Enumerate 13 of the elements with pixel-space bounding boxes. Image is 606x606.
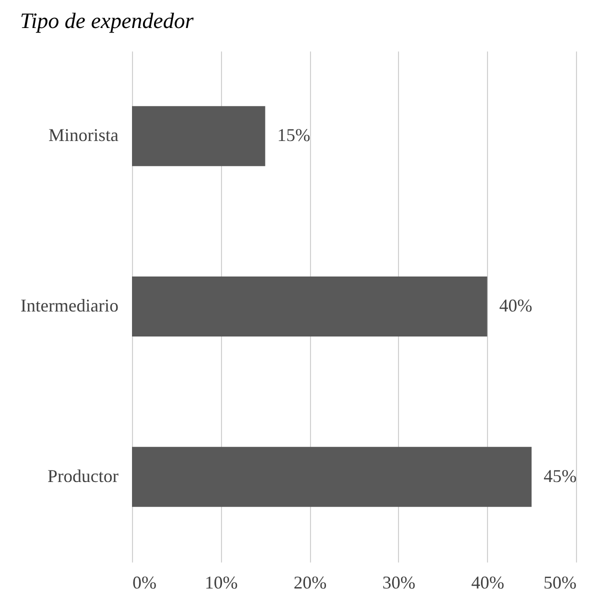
y-tick-label: Productor [48,466,118,486]
x-tick-label: 0% [132,572,156,592]
data-label: 15% [277,125,310,146]
data-label: 45% [544,466,577,486]
x-tick-label: 20% [294,572,327,592]
data-label: 40% [499,296,532,316]
x-tick-label: 10% [204,572,238,592]
y-tick-label: Minorista [48,125,119,146]
y-tick-label: Intermediario [20,296,118,316]
chart-title: Tipo de expendedor [20,8,194,33]
x-tick-label: 50% [544,572,576,592]
x-tick-label: 30% [382,572,416,592]
x-tick-label: 40% [471,572,504,592]
